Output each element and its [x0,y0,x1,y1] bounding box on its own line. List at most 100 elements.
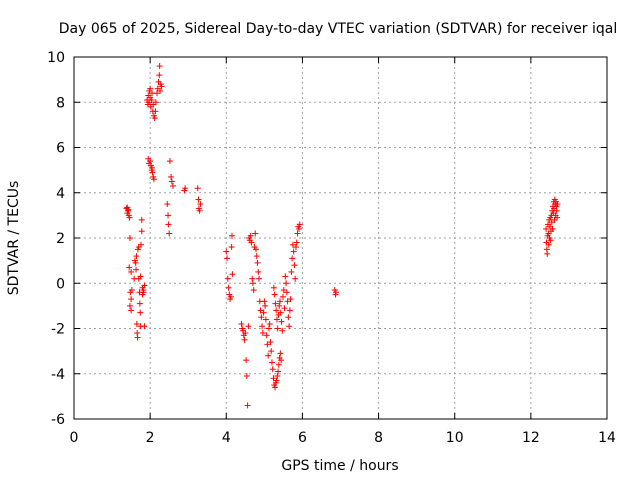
data-point [166,158,173,165]
data-point [262,302,269,309]
data-point [227,293,234,300]
data-point [133,320,140,327]
data-point [282,273,289,280]
data-point [293,239,300,246]
data-point [290,248,297,255]
data-point [252,230,259,237]
data-point [287,296,294,303]
data-points [123,63,561,409]
data-point [137,273,144,280]
data-point [270,284,277,291]
data-point [256,275,263,282]
data-point [332,289,339,296]
data-point [292,244,299,251]
axis-ticks: 0 2 4 6 8 10 12 14 -6 -4 -2 0 2 4 6 8 10 [47,50,616,446]
data-point [283,280,290,287]
x-tick-label: 4 [222,430,231,446]
data-point [258,314,265,321]
data-point [165,212,172,219]
data-point [267,339,274,346]
data-point [197,201,204,208]
data-point [128,268,135,275]
data-point [248,239,255,246]
data-point [286,307,293,314]
data-point [291,262,298,269]
data-point [296,221,303,228]
data-point [168,178,175,185]
data-point [138,228,145,235]
data-point [250,287,257,294]
data-point [276,298,283,305]
y-tick-label: -6 [51,412,65,428]
data-point [153,90,160,97]
data-point [152,108,159,115]
data-point [281,305,288,312]
data-point [126,235,133,241]
data-point [243,357,250,364]
data-point [279,327,286,334]
data-point [165,221,172,228]
data-point [289,241,296,248]
data-point [253,253,260,260]
data-point [265,325,272,332]
data-point [289,255,296,262]
data-point [547,237,554,244]
data-point [270,375,277,382]
data-point [292,275,299,282]
data-point [134,334,141,341]
data-point [286,323,293,330]
data-point [152,99,159,106]
data-point [260,309,267,316]
data-point [243,373,250,380]
data-point [259,323,266,330]
grid-lines [74,57,607,419]
y-tick-label: 6 [56,141,65,157]
data-point [128,287,135,294]
data-point [138,216,145,223]
x-axis-title: GPS time / hours [281,458,398,474]
data-point [132,259,139,266]
data-point [545,241,552,248]
data-point [125,206,132,213]
x-tick-label: 0 [70,430,79,446]
data-point [263,332,270,339]
data-point [164,201,171,208]
y-axis-title: SDTVAR / TECUs [6,181,22,296]
data-point [266,320,273,327]
data-point [225,284,232,291]
data-point [133,266,140,273]
data-point [276,302,283,309]
data-point [158,83,165,90]
data-point [273,307,280,314]
data-point [268,348,275,355]
data-point [156,72,163,79]
data-point [275,368,282,375]
data-point [128,296,135,303]
x-tick-label: 14 [598,430,616,446]
data-point [126,264,133,271]
data-point [238,320,245,327]
data-point [553,207,560,214]
y-tick-label: 10 [47,50,65,66]
data-point [549,225,556,232]
data-point [269,366,276,373]
data-point [150,176,157,183]
data-point [255,268,262,275]
data-point [273,377,280,384]
data-point [274,373,281,380]
data-point [128,307,135,314]
x-tick-label: 12 [522,430,540,446]
data-point [224,255,231,262]
data-point [141,323,148,330]
data-point [156,63,163,70]
data-point [259,330,266,337]
data-point [166,230,173,237]
data-point [247,232,254,239]
data-point [168,173,175,180]
data-point [262,316,269,323]
data-point [126,302,133,309]
data-point [280,293,287,300]
data-point [277,309,284,316]
data-point [244,402,251,409]
data-point [544,250,551,257]
